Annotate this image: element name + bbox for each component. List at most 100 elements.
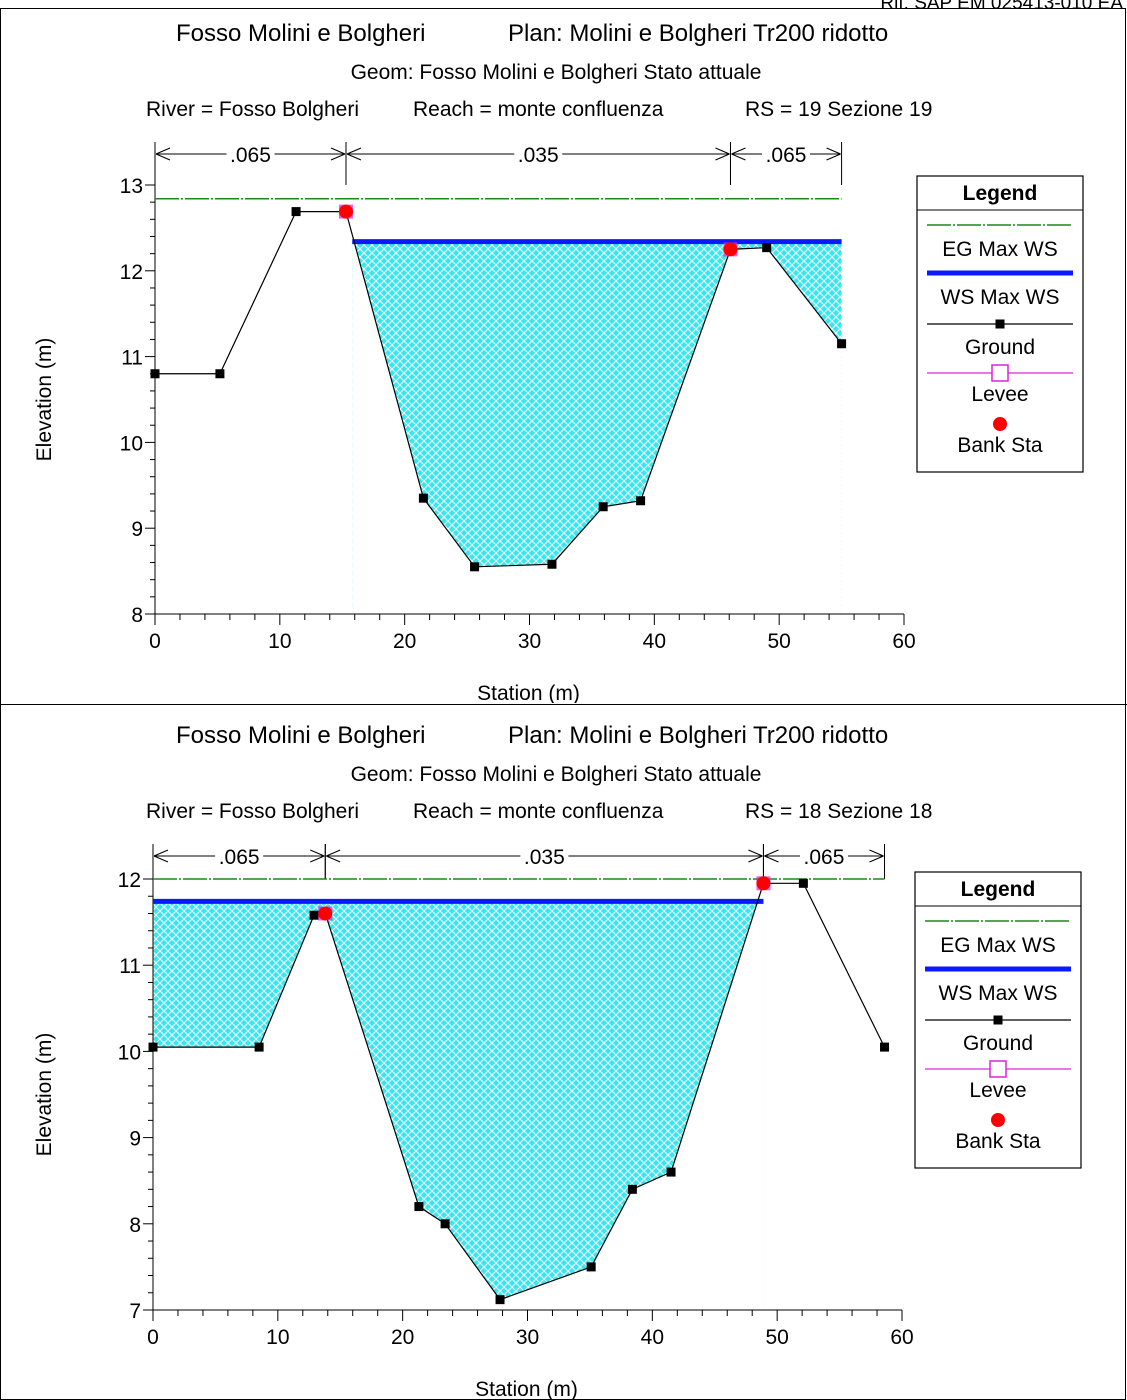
page-header: Rif. SAP EM 025413-010 EA (880, 0, 1123, 14)
ground-point (418, 493, 428, 503)
ground-point (627, 1184, 637, 1194)
manning-arrow-right (869, 849, 884, 863)
x-tick-label: 50 (767, 630, 790, 653)
manning-arrow-right (715, 147, 730, 161)
legend-swatch-levee-box (991, 364, 1009, 382)
ground-point (586, 1262, 596, 1272)
y-tick-label: 10 (120, 432, 143, 455)
ground-point (215, 369, 225, 379)
manning-label-bg (762, 142, 811, 166)
y-tick-label: 9 (131, 518, 143, 541)
water-area (153, 901, 764, 1310)
ground-point (666, 1167, 676, 1177)
x-axis-label: Station (m) (475, 1378, 578, 1399)
ground-point (440, 1219, 450, 1229)
legend-swatch-bank (993, 417, 1007, 431)
legend-swatch-ground-point (993, 1015, 1003, 1025)
x-tick-label: 20 (393, 630, 416, 653)
cross-section-chart-18: Fosso Molini e Bolgheri Plan: Molini e Bo… (33, 722, 1082, 1399)
ground-point (837, 339, 847, 349)
manning-arrow-left (731, 147, 746, 161)
manning-label-bg (799, 844, 848, 868)
manning-label-bg (226, 142, 275, 166)
legend-label-bank: Bank Sta (957, 434, 1043, 457)
x-tick-label: 40 (643, 630, 666, 653)
legend-label-eg: EG Max WS (942, 238, 1058, 261)
ground-point (470, 562, 480, 572)
manning-label-bg (514, 142, 563, 166)
x-tick-label: 10 (266, 1326, 289, 1349)
x-tick-label: 60 (892, 630, 915, 653)
title-river: River = Fosso Bolgheri (146, 98, 359, 121)
manning-arrow-right (748, 849, 763, 863)
ground-point (598, 502, 608, 512)
legend-label-ws: WS Max WS (939, 982, 1058, 1005)
ground-point (636, 496, 646, 506)
legend-label-eg: EG Max WS (940, 934, 1056, 957)
legend: Legend EG Max WS WS Max WS Ground Levee Bank … (916, 175, 1084, 473)
manning-arrow-right (330, 147, 346, 161)
title-geom: Geom: Fosso Molini e Bolgheri Stato attu… (351, 61, 762, 84)
title-reach: Reach = monte confluenza (413, 98, 664, 121)
y-axis-label: Elevation (m) (33, 338, 56, 462)
below-ground-mask (153, 901, 764, 1310)
y-tick-label: 8 (129, 1214, 141, 1237)
legend-label-bank: Bank Sta (955, 1130, 1041, 1153)
title-rs: RS = 18 Sezione 18 (745, 800, 932, 823)
x-tick-label: 50 (765, 1326, 788, 1349)
manning-arrow-left (346, 147, 362, 161)
ground-point (880, 1042, 890, 1052)
legend-label-levee: Levee (969, 1079, 1026, 1102)
manning-label-bg (520, 844, 569, 868)
ground-point (495, 1295, 505, 1305)
bank-sta-marker (318, 906, 333, 921)
title-plan: Plan: Molini e Bolgheri Tr200 ridotto (508, 722, 888, 749)
manning-arrow-left (155, 147, 171, 161)
below-ground-mask (352, 241, 842, 614)
ground-point (414, 1202, 424, 1212)
ground-point (254, 1042, 264, 1052)
manning-arrow-left (153, 849, 169, 863)
legend-swatch-levee-box (989, 1060, 1007, 1078)
title-river: River = Fosso Bolgheri (146, 800, 359, 823)
manning-n-label: .065 (766, 144, 807, 167)
x-tick-label: 0 (149, 630, 161, 653)
title-geom: Geom: Fosso Molini e Bolgheri Stato attu… (351, 763, 762, 786)
ground-point (798, 878, 808, 888)
manning-arrow-right (310, 849, 325, 863)
manning-n-label: .065 (230, 144, 271, 167)
legend-swatch-bank (991, 1113, 1005, 1127)
x-axis-label: Station (m) (477, 682, 580, 703)
water-area (352, 241, 842, 615)
legend-label-ground: Ground (963, 1032, 1033, 1055)
title-rs: RS = 19 Sezione 19 (745, 98, 932, 121)
bank-sta-marker (338, 204, 353, 219)
legend-label-ws: WS Max WS (941, 286, 1060, 309)
manning-n-label: .065 (219, 846, 260, 869)
y-axis-label: Elevation (m) (33, 1033, 56, 1157)
bank-sta-marker (756, 876, 771, 891)
legend: Legend EG Max WS WS Max WS Ground Levee Bank … (914, 871, 1082, 1169)
ground-point (148, 1042, 158, 1052)
x-tick-label: 30 (516, 1326, 539, 1349)
y-tick-label: 12 (120, 261, 143, 284)
y-tick-label: 11 (119, 955, 141, 978)
manning-n-label: .065 (804, 846, 845, 869)
manning-label-bg (215, 844, 264, 868)
ground-point (309, 910, 319, 920)
ground-point (762, 243, 772, 253)
y-tick-label: 9 (129, 1128, 141, 1151)
legend-label-levee: Levee (971, 383, 1028, 406)
x-tick-label: 0 (147, 1326, 159, 1349)
cross-section-chart-19: Fosso Molini e Bolgheri Plan: Molini e Bo… (33, 20, 1084, 703)
x-tick-label: 20 (391, 1326, 414, 1349)
y-tick-label: 11 (121, 347, 143, 370)
legend-title: Legend (963, 182, 1038, 205)
x-tick-label: 60 (890, 1326, 913, 1349)
manning-n-label: .035 (518, 144, 559, 167)
y-tick-label: 13 (120, 175, 143, 198)
x-tick-label: 30 (518, 630, 541, 653)
title-reach: Reach = monte confluenza (413, 800, 664, 823)
panel-divider (0, 704, 1127, 705)
manning-arrow-right (826, 147, 841, 161)
